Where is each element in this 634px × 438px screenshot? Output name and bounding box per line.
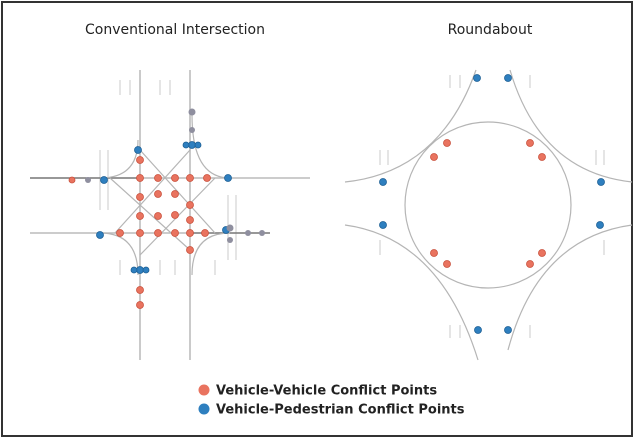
conflict-point xyxy=(538,153,546,161)
conflict-point xyxy=(136,286,144,294)
conflict-point xyxy=(474,326,482,334)
intersection xyxy=(30,70,310,360)
conflict-point xyxy=(245,230,251,236)
road-line xyxy=(191,114,231,179)
road-line xyxy=(509,69,633,183)
conflict-point xyxy=(136,266,144,274)
conflict-point xyxy=(136,156,144,164)
conflict-point xyxy=(68,176,76,184)
conflict-point xyxy=(596,221,604,229)
conflict-point xyxy=(142,266,150,274)
vv-points xyxy=(430,139,546,268)
conflict-point xyxy=(201,229,209,237)
conflict-point xyxy=(504,74,512,82)
conflict-point xyxy=(154,212,162,220)
conflict-point xyxy=(136,212,144,220)
vp-points xyxy=(96,141,232,274)
conflict-point xyxy=(85,177,91,183)
road-line xyxy=(191,232,231,276)
conflict-point xyxy=(134,146,142,154)
conflict-point xyxy=(443,260,451,268)
vv-points xyxy=(68,156,211,309)
legend-label: Vehicle-Pedestrian Conflict Points xyxy=(216,403,465,418)
conflict-point xyxy=(526,139,534,147)
conflict-point xyxy=(188,108,196,116)
conflict-point xyxy=(443,139,451,147)
panel-title: Conventional Intersection xyxy=(85,22,265,38)
conflict-point xyxy=(136,174,144,182)
vp-points xyxy=(379,74,605,334)
panel-title: Roundabout xyxy=(448,22,533,38)
conflict-point xyxy=(224,174,232,182)
conflict-point xyxy=(186,201,194,209)
conflict-point xyxy=(404,121,572,289)
road-line xyxy=(344,224,479,361)
road-line xyxy=(507,224,633,351)
conflict-point xyxy=(189,127,195,133)
conflict-point xyxy=(259,230,265,236)
conflict-point xyxy=(227,237,233,243)
roundabout xyxy=(344,69,633,361)
conflict-point xyxy=(154,190,162,198)
conflict-point xyxy=(100,176,108,184)
conflict-point xyxy=(203,174,211,182)
conflict-point xyxy=(379,221,387,229)
conflict-point xyxy=(116,229,124,237)
conflict-point xyxy=(597,178,605,186)
conflict-point xyxy=(171,190,179,198)
conflict-point xyxy=(96,231,104,239)
group xyxy=(85,108,265,243)
conflict-point xyxy=(194,141,202,149)
conflict-point xyxy=(473,74,481,82)
conflict-point xyxy=(504,326,512,334)
conflict-point xyxy=(136,229,144,237)
conflict-point xyxy=(154,174,162,182)
conflict-point xyxy=(186,246,194,254)
conflict-point xyxy=(186,229,194,237)
legend-label: Vehicle-Vehicle Conflict Points xyxy=(216,384,437,399)
conflict-point xyxy=(136,301,144,309)
conflict-point xyxy=(182,141,190,149)
road-line xyxy=(344,69,477,183)
conflict-point xyxy=(186,216,194,224)
conflict-point xyxy=(526,260,534,268)
conflict-point xyxy=(171,211,179,219)
road-line xyxy=(114,149,191,234)
group xyxy=(379,75,605,338)
conflict-point xyxy=(430,249,438,257)
legend: Vehicle-Vehicle Conflict Points Vehicle-… xyxy=(198,384,465,418)
conflict-point xyxy=(188,141,196,149)
conflict-point xyxy=(130,266,138,274)
conflict-point xyxy=(186,174,194,182)
conflict-point xyxy=(171,174,179,182)
road-line xyxy=(109,177,191,251)
conflict-point xyxy=(430,153,438,161)
conflict-point xyxy=(171,229,179,237)
conflict-point xyxy=(226,224,234,232)
legend-swatch xyxy=(198,384,210,396)
conflict-point xyxy=(538,249,546,257)
conflict-point xyxy=(379,178,387,186)
conflict-point xyxy=(136,193,144,201)
legend-swatch xyxy=(198,403,210,415)
conflict-point xyxy=(154,229,162,237)
